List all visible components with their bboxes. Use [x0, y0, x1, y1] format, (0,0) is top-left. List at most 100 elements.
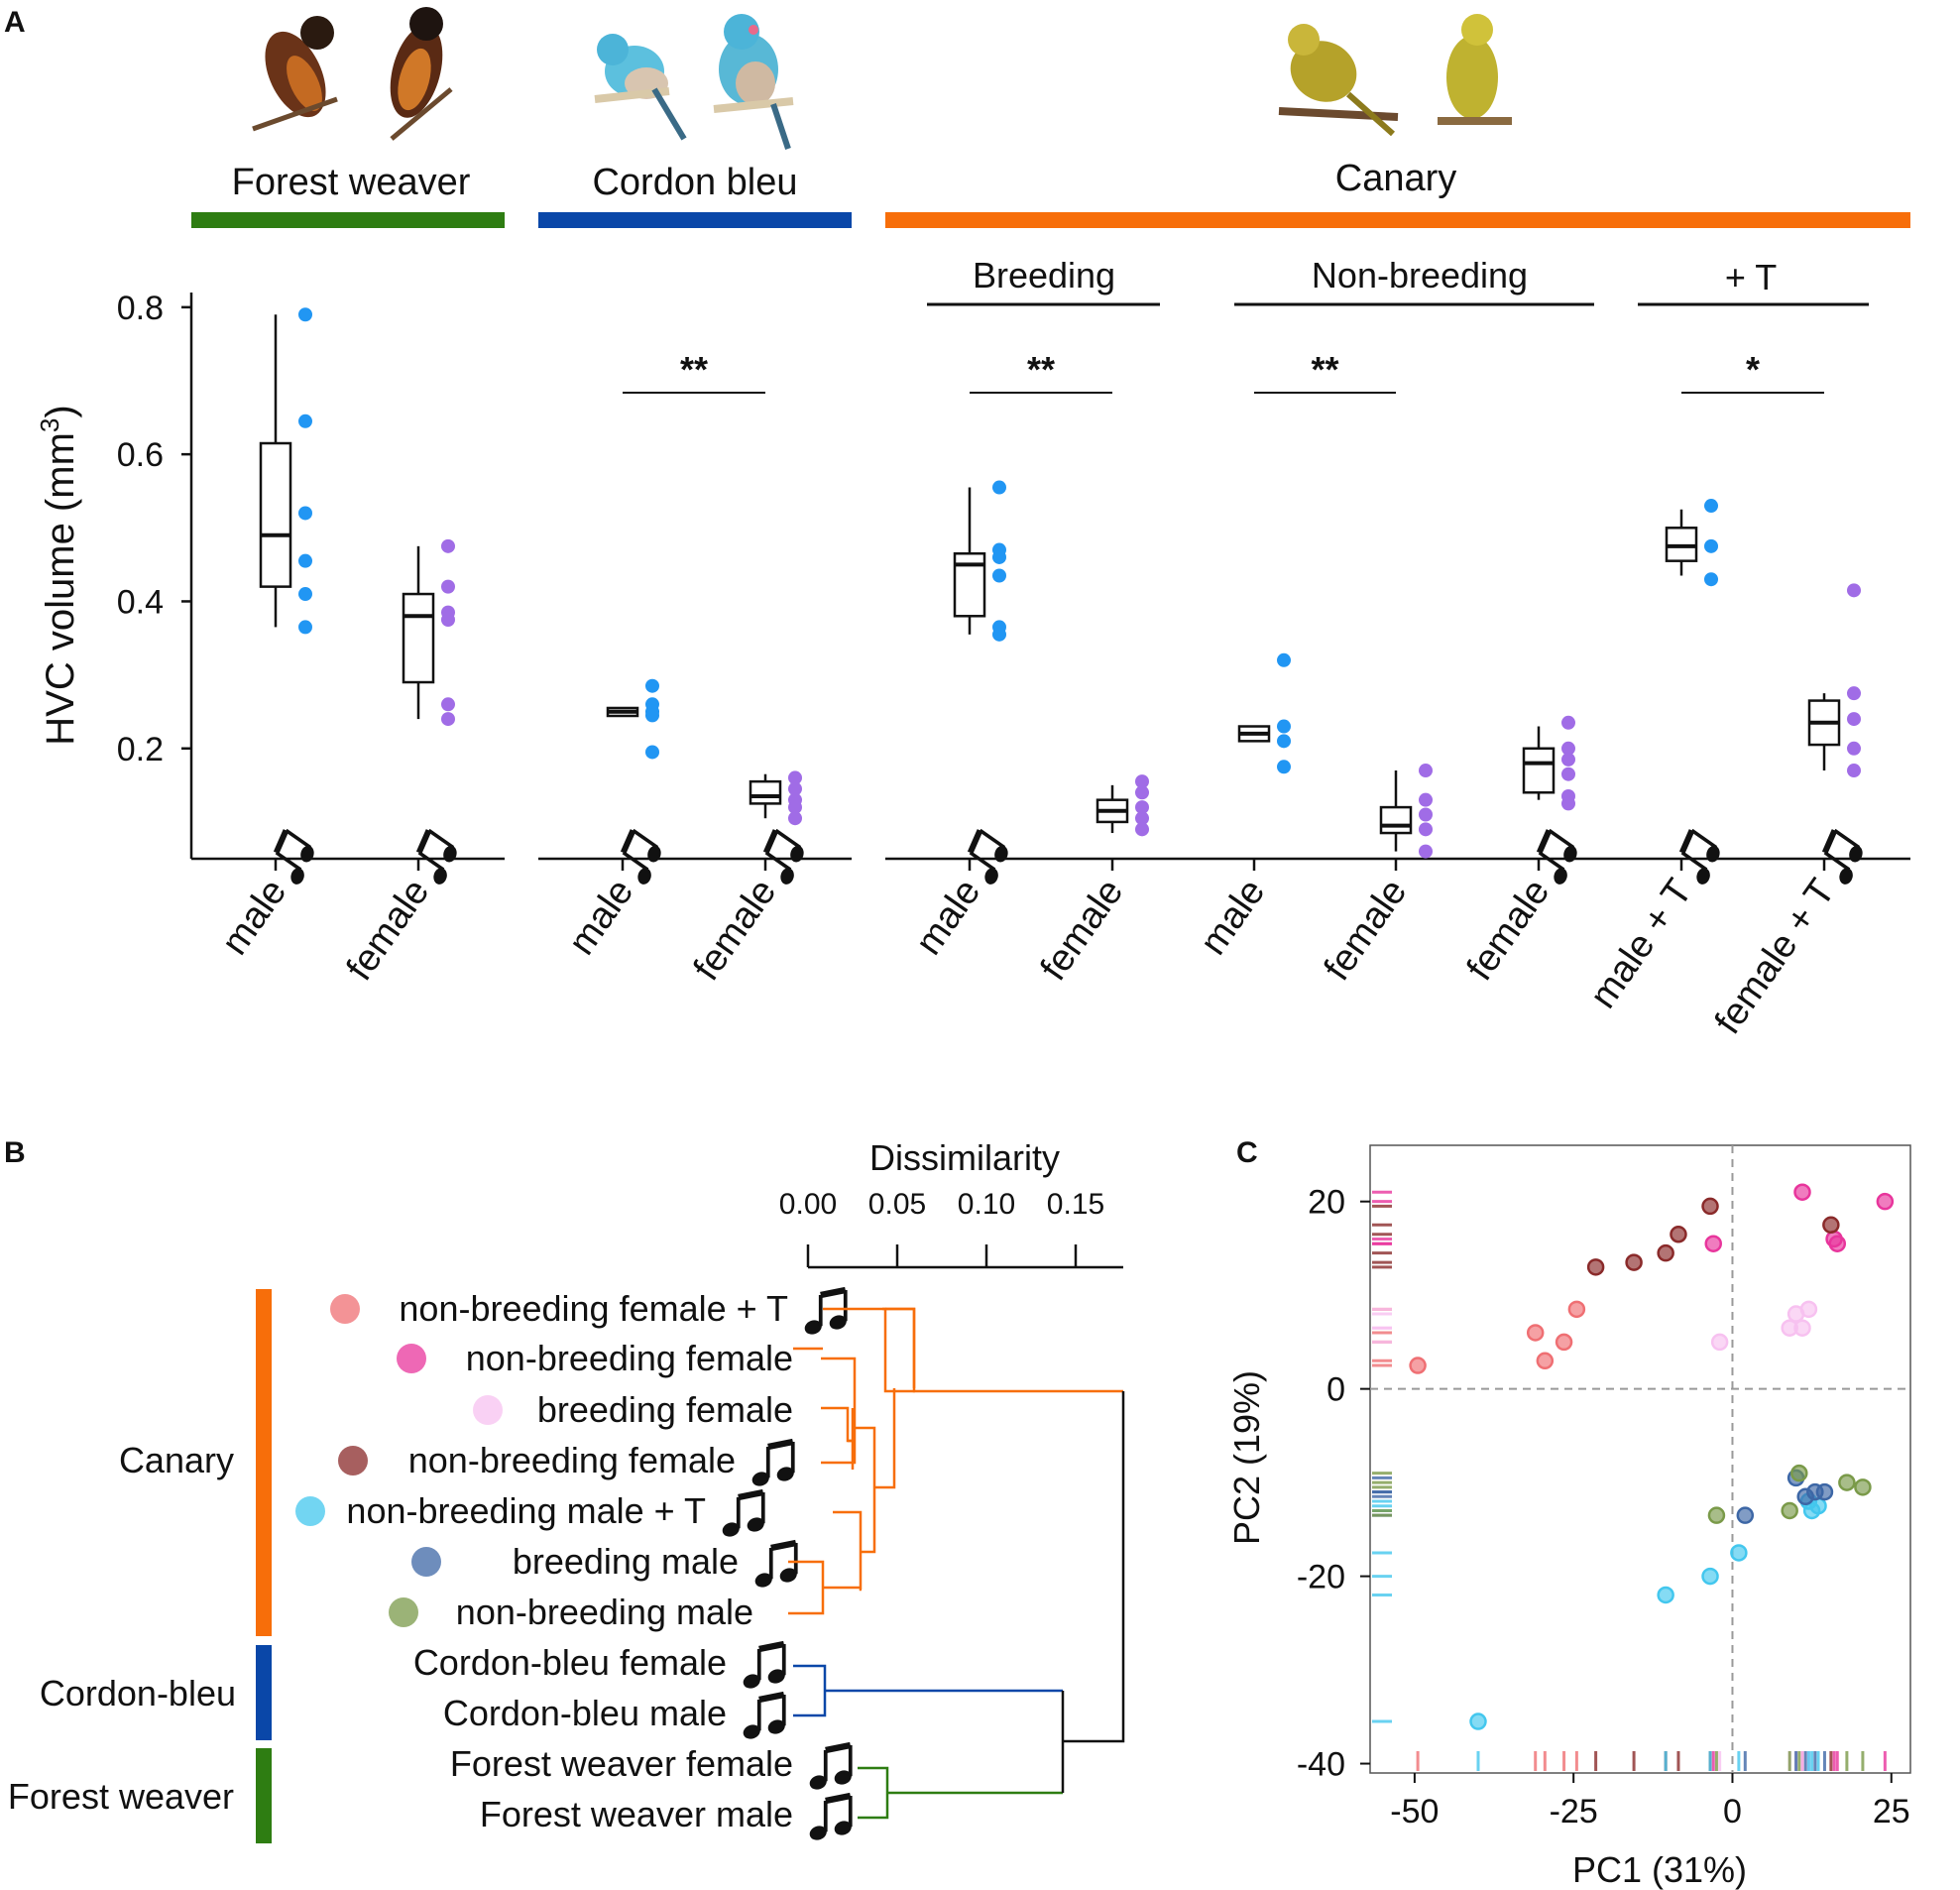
- condition-label-non-breeding: Non-breeding: [1312, 255, 1528, 295]
- dendrogram-leaf-label: breeding female: [537, 1389, 793, 1430]
- pca-point: [1657, 1243, 1674, 1262]
- data-point: [1277, 652, 1291, 667]
- data-point: [1561, 767, 1575, 781]
- dendrogram-leaf-label: non-breeding male + T: [346, 1490, 706, 1531]
- panel-b-label: B: [4, 1136, 26, 1169]
- species-label-canary: Canary: [1335, 158, 1457, 199]
- music-note-icon: [808, 1745, 854, 1792]
- data-point: [1847, 741, 1861, 756]
- box: [1522, 747, 1556, 794]
- leaf-color-marker: [295, 1496, 325, 1526]
- data-point: [992, 480, 1006, 495]
- y-tick-label: -20: [1297, 1559, 1345, 1596]
- dendrogram-tick-label: 0.15: [1047, 1188, 1104, 1221]
- pca-point: [1567, 1300, 1586, 1319]
- dendrogram-branch-canary-root: [885, 1307, 1123, 1393]
- leaf-color-marker: [397, 1344, 426, 1373]
- pca-point: [1876, 1192, 1895, 1211]
- group-label-cordon-bleu: Cordon-bleu: [40, 1673, 236, 1713]
- x-category-label: female: [686, 828, 814, 989]
- boxplot-group: [1522, 715, 1575, 871]
- panel-a-y-axis-label: HVC volume (mm3): [35, 405, 82, 745]
- pca-point: [1701, 1567, 1719, 1586]
- dendrogram-leaf-label: non-breeding male: [456, 1592, 753, 1632]
- bird-illustrations: [252, 7, 1512, 150]
- pca-point: [1657, 1586, 1674, 1604]
- dendrogram-leaf-label: Cordon-bleu female: [413, 1642, 727, 1683]
- cordon-bleu-bird-icon: [594, 14, 794, 150]
- data-point: [441, 697, 455, 712]
- data-point: [992, 627, 1006, 642]
- data-point: [1135, 811, 1149, 826]
- data-point: [1277, 760, 1291, 774]
- panel-a-y-axis: HVC volume (mm3): [35, 293, 193, 859]
- dendrogram-leaf-label: Forest weaver male: [480, 1794, 793, 1834]
- data-point: [441, 612, 455, 627]
- x-category-label: female: [1033, 872, 1132, 989]
- data-point: [1847, 712, 1861, 727]
- panel-a-x-labels: male female male female male female male female…: [214, 828, 1873, 1042]
- data-point: [788, 811, 802, 826]
- x-category-label: female: [1317, 872, 1416, 989]
- box: [749, 779, 782, 805]
- boxplot-group: [1379, 764, 1433, 871]
- group-bar-forest-weaver: [256, 1748, 272, 1843]
- pca-point: [1670, 1226, 1687, 1243]
- x-category-text: male: [1193, 872, 1274, 963]
- pca-zero-lines: [1370, 1145, 1910, 1773]
- data-point: [788, 800, 802, 815]
- dendrogram-leaf-label: non-breeding female: [408, 1440, 736, 1480]
- y-tick-label: 0.6: [117, 436, 164, 474]
- dendrogram-leaf-label: Cordon-bleu male: [443, 1693, 727, 1733]
- leaf-color-marker: [338, 1446, 368, 1476]
- data-point: [1277, 719, 1291, 734]
- group-label-forest-weaver: Forest weaver: [8, 1776, 234, 1817]
- pca-point: [1730, 1544, 1748, 1562]
- y-tick-label: 0.4: [117, 583, 164, 621]
- data-point: [441, 579, 455, 594]
- box: [259, 441, 292, 588]
- data-point: [1561, 741, 1575, 756]
- music-note-icon: [753, 1543, 799, 1590]
- music-note-icon: [742, 1644, 787, 1691]
- data-point: [788, 770, 802, 785]
- panel-a-y-ticks: 0.2 0.4 0.6 0.8: [117, 290, 191, 768]
- panel-a-boxplots: [259, 307, 1861, 871]
- pca-point: [1736, 1506, 1755, 1524]
- pca-point: [1526, 1324, 1545, 1342]
- dendrogram-leaf-label: Forest weaver female: [450, 1743, 793, 1784]
- pca-point: [1555, 1333, 1573, 1352]
- canary-bird-icon: [1278, 14, 1512, 137]
- dendrogram-leaf-label: non-breeding female: [466, 1338, 793, 1378]
- data-point: [645, 745, 659, 760]
- leaf-color-marker: [473, 1395, 503, 1425]
- y-tick-label: 0.2: [117, 731, 164, 768]
- music-note-icon: [750, 1442, 796, 1488]
- box: [402, 592, 435, 684]
- x-tick-label: -50: [1390, 1793, 1439, 1831]
- data-point: [645, 708, 659, 723]
- significance-label: **: [1311, 349, 1338, 390]
- data-point: [1135, 822, 1149, 837]
- x-category-text: female: [686, 872, 785, 989]
- x-tick-label: 25: [1873, 1793, 1910, 1831]
- dendrogram-tick-label: 0.10: [958, 1188, 1015, 1221]
- dendrogram-branch-forest-weaver: [858, 1766, 1063, 1820]
- group-bar-cordon-bleu: [256, 1645, 272, 1740]
- forest-weaver-bird-icon: [252, 7, 453, 141]
- pca-point: [1815, 1482, 1834, 1501]
- data-point: [298, 413, 312, 428]
- data-point: [1135, 774, 1149, 789]
- x-category-text: male: [908, 872, 989, 963]
- panel-a-significance: ** ** ** *: [623, 349, 1824, 394]
- pca-point: [1469, 1713, 1487, 1730]
- x-category-label: male + T: [1582, 828, 1731, 1016]
- data-point: [1419, 822, 1433, 837]
- data-point: [1419, 807, 1433, 822]
- y-tick-label: 0: [1326, 1371, 1345, 1409]
- leaf-color-marker: [411, 1547, 441, 1577]
- data-point: [1847, 686, 1861, 701]
- box: [1379, 805, 1413, 835]
- pca-point: [1536, 1352, 1555, 1370]
